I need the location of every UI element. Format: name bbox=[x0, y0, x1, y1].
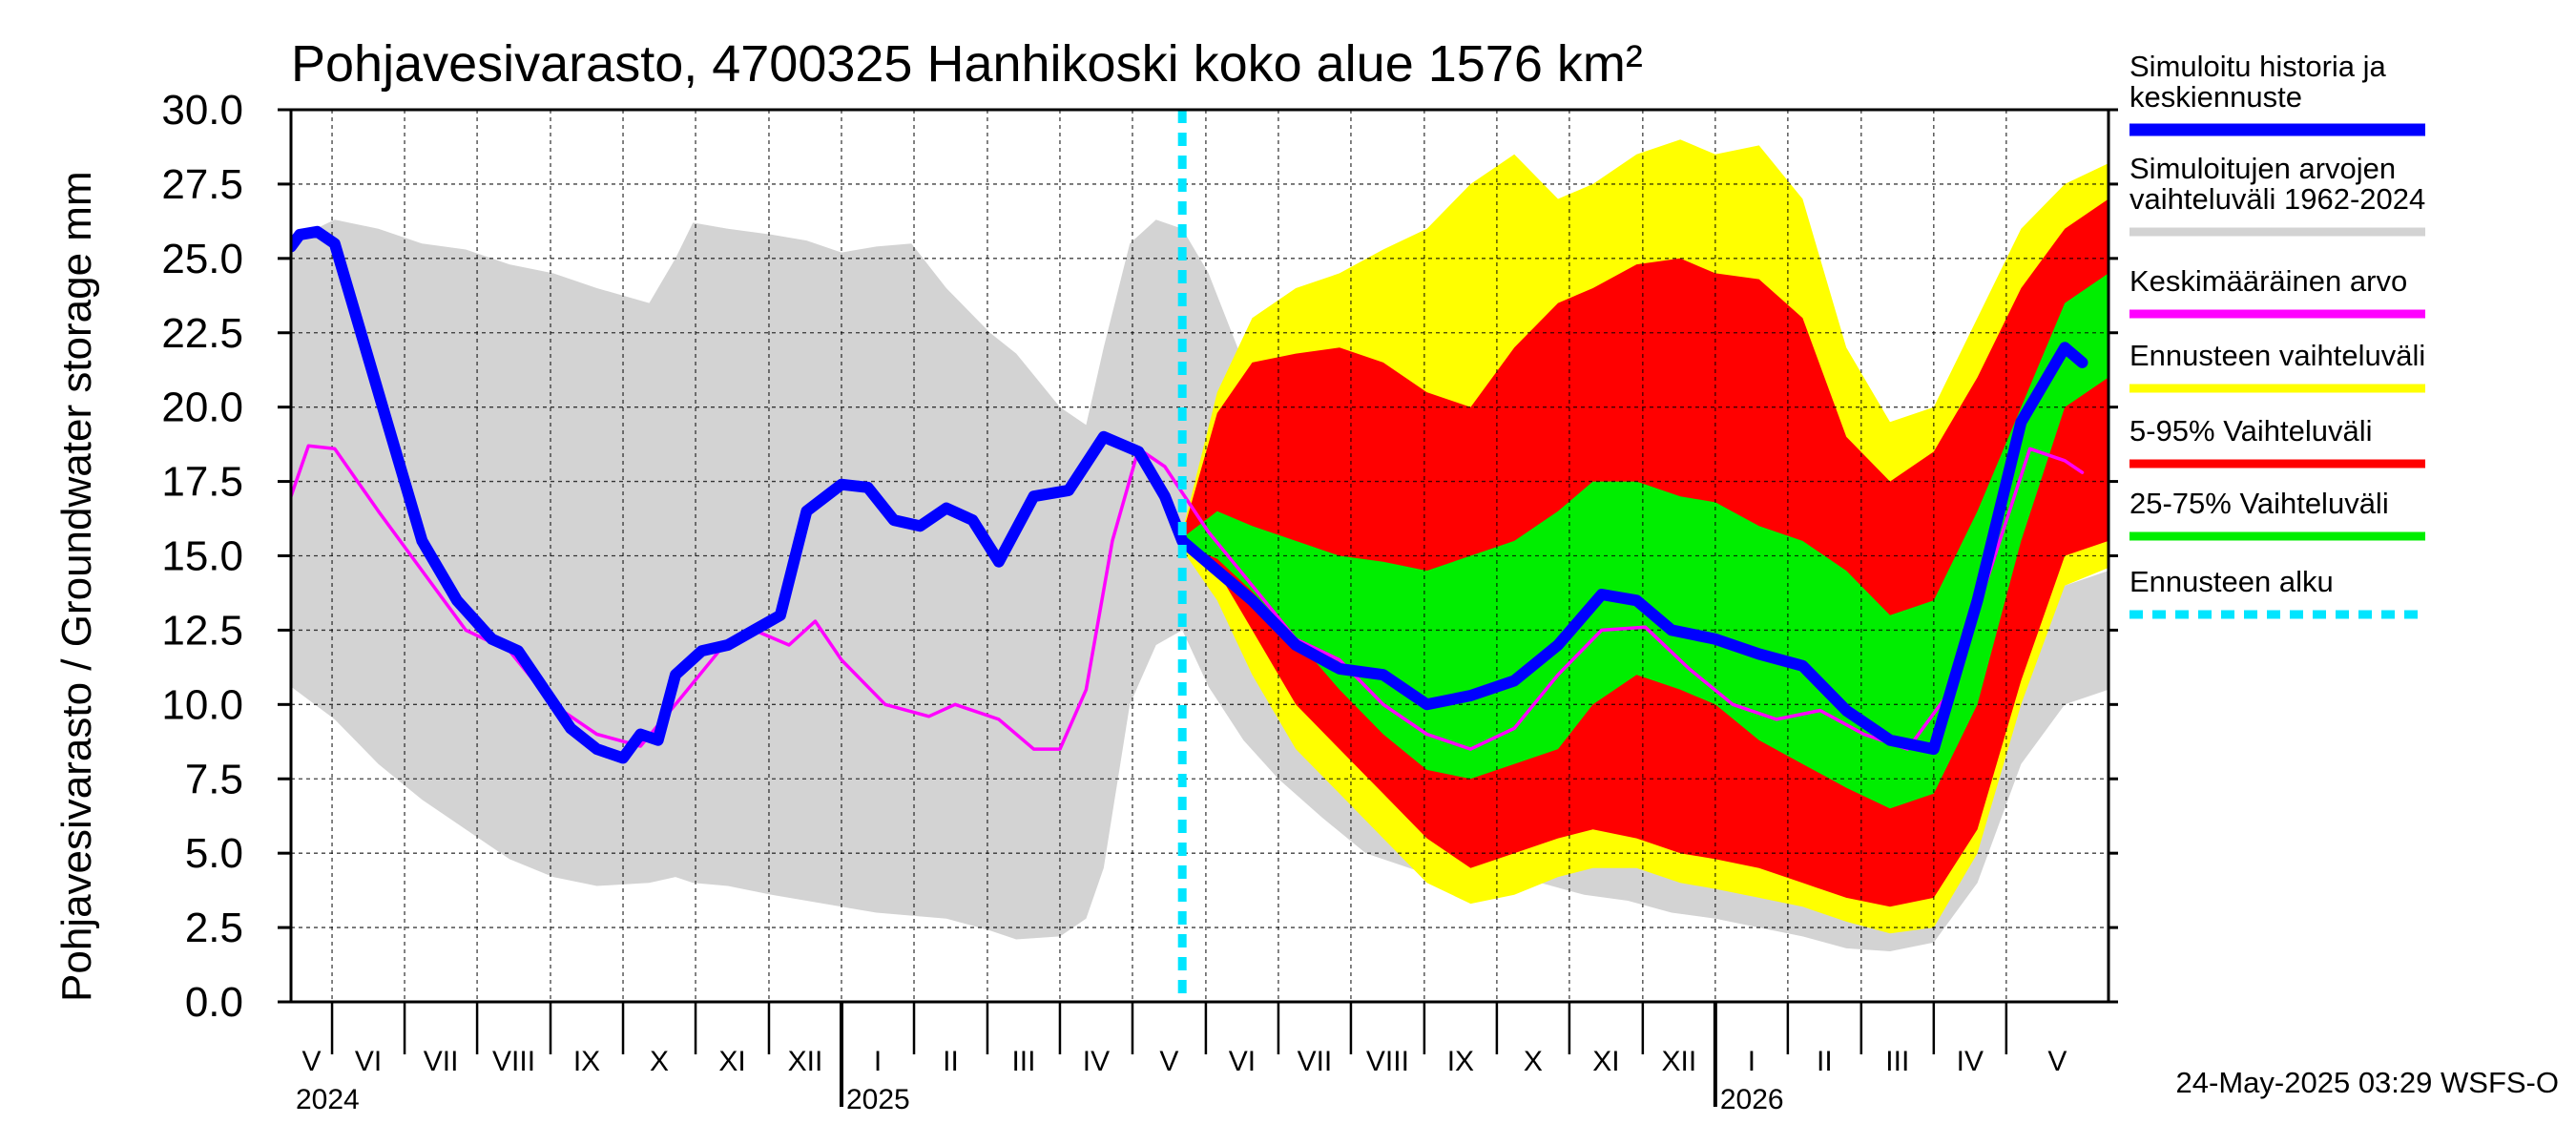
month-label: VI bbox=[355, 1046, 382, 1077]
legend-label: Keskimääräinen arvo bbox=[2129, 264, 2407, 298]
month-label: IX bbox=[573, 1046, 600, 1077]
month-label: VI bbox=[1229, 1046, 1256, 1077]
y-tick-labels: 0.0 2.5 5.0 7.5 10.0 12.5 15.0 17.5 20.0 22.5 25.0… bbox=[161, 87, 2118, 1026]
month-label: V bbox=[2047, 1046, 2067, 1077]
year-label: 2025 bbox=[846, 1084, 910, 1115]
legend-label: 5-95% Vaihteluväli bbox=[2129, 414, 2372, 448]
month-label: I bbox=[1748, 1046, 1755, 1077]
y-tick-label: 20.0 bbox=[161, 385, 243, 431]
y-tick-label: 30.0 bbox=[161, 87, 243, 134]
band-layer bbox=[291, 139, 2109, 952]
year-label: 2026 bbox=[1720, 1084, 1784, 1115]
legend-label: Ennusteen alku bbox=[2129, 565, 2334, 598]
y-tick-label: 10.0 bbox=[161, 681, 243, 728]
month-label: I bbox=[874, 1046, 882, 1077]
month-label: III bbox=[1885, 1046, 1909, 1077]
legend-label: keskiennuste bbox=[2129, 80, 2302, 114]
y-tick-label: 2.5 bbox=[185, 905, 243, 951]
month-label: III bbox=[1011, 1046, 1035, 1077]
y-tick-label: 0.0 bbox=[185, 979, 243, 1026]
y-tick-label: 12.5 bbox=[161, 607, 243, 654]
year-label: 2024 bbox=[296, 1084, 360, 1115]
line-layer bbox=[291, 110, 2088, 1002]
month-label: II bbox=[1817, 1046, 1833, 1077]
y-tick-label: 25.0 bbox=[161, 236, 243, 282]
y-tick-label: 22.5 bbox=[161, 310, 243, 357]
month-label: II bbox=[943, 1046, 959, 1077]
band-3 bbox=[1182, 273, 2109, 809]
month-label: V bbox=[302, 1046, 322, 1077]
y-axis-label: Pohjavesivarasto / Groundwater storage m… bbox=[53, 171, 100, 1002]
month-label: XII bbox=[1662, 1046, 1697, 1077]
legend-label: Ennusteen vaihteluväli bbox=[2129, 339, 2425, 372]
chart-title: Pohjavesivarasto, 4700325 Hanhikoski kok… bbox=[291, 35, 1643, 93]
y-tick-label: 15.0 bbox=[161, 533, 243, 580]
y-tick-label: 17.5 bbox=[161, 459, 243, 506]
month-label: IV bbox=[1957, 1046, 1984, 1077]
legend-label: Simuloitujen arvojen bbox=[2129, 152, 2396, 185]
y-tick-label: 27.5 bbox=[161, 161, 243, 208]
month-label: IV bbox=[1083, 1046, 1110, 1077]
legend-label: 25-75% Vaihteluväli bbox=[2129, 487, 2389, 520]
month-label: XI bbox=[718, 1046, 745, 1077]
month-label: X bbox=[1524, 1046, 1543, 1077]
month-label: XII bbox=[788, 1046, 823, 1077]
y-tick-label: 7.5 bbox=[185, 756, 243, 802]
month-label: V bbox=[1159, 1046, 1178, 1077]
month-label: VII bbox=[424, 1046, 459, 1077]
month-label: X bbox=[650, 1046, 669, 1077]
month-label: VII bbox=[1298, 1046, 1333, 1077]
x-axis: V VI VII VIII IX X XI XII I II III IV V VI VII VIII IX X X… bbox=[296, 1002, 2067, 1115]
legend-label: vaihteluväli 1962-2024 bbox=[2129, 182, 2425, 216]
legend-label: Simuloitu historia ja bbox=[2129, 50, 2387, 83]
month-label: VIII bbox=[1366, 1046, 1409, 1077]
series-line-0 bbox=[291, 444, 2085, 751]
footer-timestamp: 24-May-2025 03:29 WSFS-O bbox=[2176, 1066, 2559, 1099]
y-tick-label: 5.0 bbox=[185, 830, 243, 877]
series-line-1 bbox=[291, 225, 2088, 764]
month-label: VIII bbox=[492, 1046, 535, 1077]
month-label: IX bbox=[1447, 1046, 1474, 1077]
month-label: XI bbox=[1592, 1046, 1619, 1077]
